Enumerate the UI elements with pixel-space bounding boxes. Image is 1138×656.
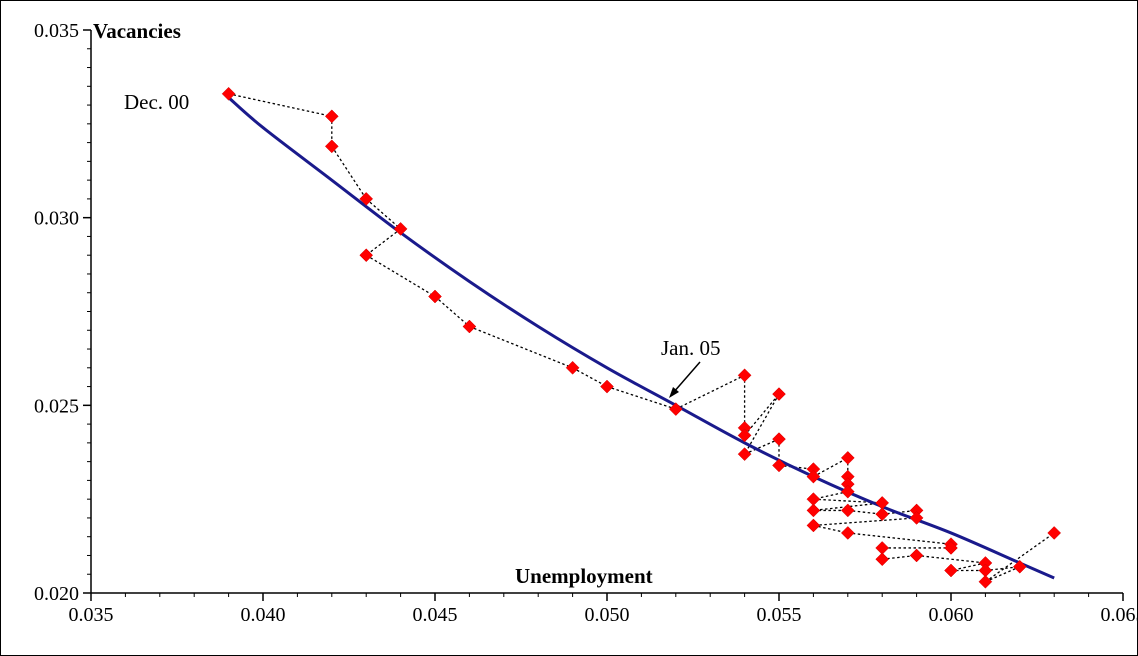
- path-segment-7: [469, 325, 573, 369]
- path-layer: [228, 93, 1055, 583]
- data-point-19: [806, 469, 821, 484]
- x-tick-label-3: 0.050: [585, 604, 630, 626]
- path-segment-25: [813, 502, 883, 512]
- x-tick-label-6: 0.065: [1101, 604, 1138, 626]
- path-segment-19: [813, 457, 849, 478]
- data-point-30: [909, 511, 924, 525]
- x-tick-label-0: 0.035: [69, 604, 114, 626]
- data-point-2: [324, 139, 339, 154]
- data-point-14: [772, 387, 786, 401]
- annotation-dec-00: Dec. 00: [124, 90, 189, 114]
- data-point-5: [359, 248, 374, 263]
- data-point-43: [1047, 526, 1062, 540]
- data-point-34: [944, 541, 958, 555]
- data-point-27: [840, 503, 855, 518]
- data-point-8: [565, 360, 580, 375]
- data-point-20: [840, 451, 855, 465]
- data-point-31: [806, 518, 821, 533]
- path-segment-23: [813, 491, 848, 500]
- y-axis-title: Vacancies: [93, 19, 181, 43]
- points-layer: [221, 86, 1062, 589]
- data-point-23: [840, 484, 855, 499]
- path-segment-38: [950, 562, 986, 572]
- path-segment-2: [331, 145, 367, 200]
- data-point-39: [944, 563, 958, 578]
- ticks: [83, 29, 1124, 601]
- path-segment-6: [434, 295, 470, 328]
- y-tick-label-1: 0.025: [34, 395, 79, 417]
- x-axis-title: Unemployment: [515, 564, 653, 588]
- y-tick-label-2: 0.030: [34, 208, 79, 230]
- path-segment-5: [365, 254, 436, 298]
- data-point-15: [737, 447, 752, 461]
- path-segment-32: [847, 532, 952, 545]
- path-segment-8: [572, 367, 608, 388]
- data-point-4: [393, 222, 408, 236]
- tick-labels: 0.035 0.040 0.045 0.050 0.055 0.060 0.065 0.020…: [34, 20, 1138, 626]
- data-point-32: [840, 526, 855, 540]
- path-segment-31: [813, 524, 848, 534]
- x-tick-label-2: 0.045: [413, 604, 458, 626]
- data-point-7: [462, 319, 477, 334]
- data-point-28: [875, 507, 890, 522]
- path-segment-4: [365, 228, 401, 256]
- y-tick-label-0: 0.020: [34, 583, 79, 605]
- data-point-26: [806, 503, 821, 518]
- path-segment-37: [916, 554, 986, 564]
- data-point-11: [737, 368, 752, 383]
- data-point-1: [324, 109, 339, 124]
- data-point-3: [359, 192, 374, 206]
- data-point-42: [978, 574, 993, 589]
- path-segment-30: [813, 517, 917, 527]
- path-segment-9: [606, 385, 677, 410]
- path-segment-3: [365, 198, 402, 230]
- x-tick-label-4: 0.055: [757, 604, 802, 626]
- data-point-41: [1012, 559, 1027, 574]
- y-tick-label-3: 0.035: [34, 20, 79, 42]
- data-point-37: [909, 548, 924, 563]
- fitted-curve: [227, 96, 1055, 580]
- x-tick-label-5: 0.060: [929, 604, 974, 626]
- data-point-6: [428, 289, 442, 304]
- annotation-jan-05: Jan. 05: [661, 336, 721, 360]
- data-point-17: [772, 458, 786, 473]
- path-segment-14: [744, 393, 780, 455]
- path-segment-42: [985, 532, 1055, 583]
- curve-layer: [227, 96, 1055, 580]
- data-point-13: [737, 428, 752, 443]
- annotation-jan-05-arrow: [669, 361, 701, 398]
- data-point-16: [772, 432, 786, 446]
- path-segment-41: [985, 566, 1021, 583]
- path-segment-15: [744, 438, 780, 455]
- path-segment-10: [675, 374, 745, 410]
- data-point-0: [221, 86, 236, 101]
- data-point-10: [668, 402, 683, 416]
- data-point-36: [875, 552, 890, 567]
- x-tick-label-1: 0.040: [241, 604, 286, 626]
- data-point-9: [600, 379, 614, 394]
- path-segment-13: [744, 393, 780, 436]
